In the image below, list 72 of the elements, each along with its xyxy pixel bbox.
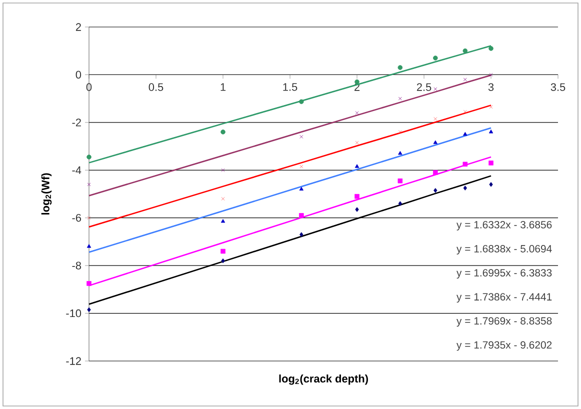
x-tick-label: 3 (488, 83, 494, 91)
point (299, 213, 304, 218)
point (354, 194, 360, 199)
point (355, 111, 359, 115)
point (86, 154, 92, 160)
point (220, 219, 226, 223)
point (299, 99, 304, 104)
y-tick-label: -2 (72, 118, 81, 126)
annotation: y = 1.6838x - 5.0694 (456, 245, 552, 255)
point (488, 130, 494, 134)
point (398, 96, 402, 100)
annotation: y = 1.6332x - 3.6856 (456, 221, 552, 230)
y-tick-label: -6 (72, 214, 82, 222)
line-series (88, 45, 492, 164)
x-tick-label: 2.5 (416, 83, 432, 91)
point (489, 105, 493, 109)
x-tick-label: 0.5 (148, 83, 164, 91)
point (434, 117, 438, 121)
point (463, 132, 468, 136)
y-tick-label: -4 (72, 166, 82, 174)
point (398, 178, 403, 184)
point (221, 258, 225, 264)
point (398, 130, 402, 134)
text: log$_{2}$(Wf) (41, 173, 52, 214)
point (463, 110, 467, 114)
point (220, 130, 226, 134)
y-tick-label: 2 (76, 23, 81, 31)
y-tick-label: -8 (72, 262, 82, 270)
x-tick-label: 1.5 (283, 83, 298, 91)
point (87, 216, 91, 220)
point (355, 207, 359, 212)
x-tick-label: 1 (220, 83, 226, 91)
line-series (88, 74, 492, 196)
point (434, 87, 438, 91)
point (463, 186, 467, 190)
point (398, 65, 403, 70)
annotation: y = 1.7386x - 7.4441 (456, 293, 552, 303)
point (398, 201, 402, 206)
point (300, 164, 304, 168)
x-tick-label: 0 (86, 83, 92, 91)
x-tick-label: 3.5 (550, 83, 566, 91)
y-tick-label: 0 (76, 70, 82, 79)
point (433, 170, 438, 175)
point (462, 162, 468, 167)
point (463, 78, 467, 82)
point (87, 307, 91, 312)
point (488, 160, 494, 166)
point (299, 186, 304, 191)
point (489, 72, 493, 76)
point (86, 244, 92, 248)
point (355, 140, 359, 144)
point (87, 182, 91, 186)
y-tick-label: -12 (66, 357, 81, 365)
text: log$_{2}$(crack depth) (279, 374, 368, 385)
annotation: y = 1.7969x - 8.8358 (456, 317, 552, 327)
point (300, 134, 304, 138)
y-tick-label: -10 (66, 309, 82, 318)
annotation: y = 1.6995x - 6.3833 (456, 269, 552, 279)
point (462, 48, 468, 54)
point (434, 188, 438, 193)
point (489, 182, 493, 187)
annotation: y = 1.7935x - 9.6202 (456, 341, 552, 351)
point (398, 151, 402, 155)
point (300, 232, 304, 237)
point (354, 164, 360, 168)
point (86, 281, 92, 286)
point (433, 56, 438, 60)
point (221, 197, 225, 201)
point (488, 46, 494, 51)
point (433, 140, 438, 144)
point (221, 168, 225, 172)
point (220, 248, 226, 254)
